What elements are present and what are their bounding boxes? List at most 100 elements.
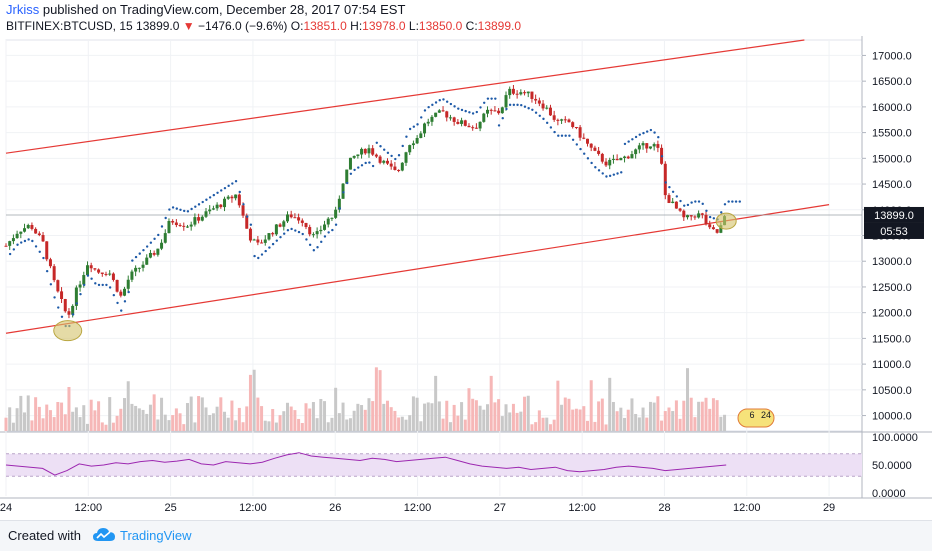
volume-bar [519,411,523,431]
sar-dot [71,313,75,316]
volume-bar [123,398,127,431]
volume-bar [130,403,134,431]
countdown-badge [864,222,924,239]
volume-bar [285,402,289,431]
volume-bar [571,409,575,431]
volume-bar [523,396,527,431]
volume-bar [85,423,89,431]
volume-bar [434,375,438,431]
volume-bar [356,403,360,431]
sar-dot [175,207,178,210]
volume-bar [289,406,293,431]
sar-dot [508,103,512,107]
volume-bar [537,410,541,431]
sar-dot [394,157,397,161]
volume-bar [600,398,604,431]
candle-body [304,222,308,228]
sar-dot [186,210,190,213]
volume-bar [108,397,112,431]
candle-body [123,288,127,296]
candle-body [441,110,445,112]
volume-bar [574,408,578,431]
sar-dot [212,193,216,197]
volume-bar [211,413,215,431]
sar-dot [312,249,316,252]
candle-body [597,150,601,154]
sar-dot [120,309,123,312]
candle-body [111,273,115,280]
volume-bar [611,401,615,431]
volume-bar [4,417,8,431]
sar-dot [320,240,323,244]
tradingview-cloud-icon[interactable] [92,527,116,543]
volume-bar [126,381,130,431]
candle-body [674,201,678,209]
candle-body [245,215,249,229]
sar-dot [164,216,167,220]
candle-body [97,269,101,273]
sar-dot [686,203,690,207]
sar-dot [268,246,271,249]
volume-bar [678,418,682,431]
sar-dot [531,108,534,111]
author-link[interactable]: Jrkiss [6,2,40,17]
candle-body [423,123,427,134]
volume-bar [41,418,45,431]
x-tick-label: 12:00 [75,502,103,514]
candle-body [548,107,552,116]
sar-dot [586,157,590,160]
candle-body [215,204,219,209]
sar-dot [23,239,27,243]
channel-lines[interactable] [5,39,862,334]
rsi-line [5,452,727,476]
volume-bar [500,416,504,431]
sar-dot [305,238,308,241]
volume-bar [430,403,434,431]
volume-bar [352,410,356,431]
volume-bar [363,409,367,431]
high-value: 13978.0 [362,19,406,33]
sar-dot [323,235,327,238]
volume-bar [548,424,552,431]
sar-dot [97,283,101,287]
candle-body [452,117,456,122]
volume-bar [408,415,412,431]
volume-bar [648,401,652,431]
candle-body [19,231,23,234]
volume-bar [311,402,315,431]
sar-dot [157,233,160,237]
candle-body [574,126,578,128]
candle-body [156,248,160,255]
volume-bar [274,422,278,431]
sar-dot [383,148,386,151]
footer: Created with TradingView [0,520,932,551]
sar-dot [364,161,367,165]
candle-body [326,218,330,225]
volume-bar [656,396,660,431]
volume-bar [30,420,34,431]
volume-bar [463,419,467,431]
candle-body [60,291,64,300]
candle-body [241,205,245,216]
tradingview-brand[interactable]: TradingView [120,528,192,543]
sar-dot [112,293,116,297]
volume-bar [226,417,230,431]
candle-body [360,148,364,155]
volume-bar [237,407,241,431]
volume-bar [160,397,164,431]
sar-dot [308,243,312,247]
volume-bar [385,400,389,431]
sar-dot [190,207,193,211]
volume-bar [52,417,56,431]
sar-dot [438,98,441,102]
price-chart[interactable]: 6 24 17000.016500.016000.015500.015000.01… [0,36,932,520]
sar-dot [608,174,612,178]
volume-bar [267,421,271,431]
sar-dot [483,101,486,104]
volume-bar [637,417,641,431]
volume-bar [534,422,538,431]
sar-dot [208,196,212,199]
candle-body [556,119,560,121]
candle-body [530,91,534,99]
symbol-label[interactable]: BITFINEX:BTCUSD, 15 [6,19,133,33]
